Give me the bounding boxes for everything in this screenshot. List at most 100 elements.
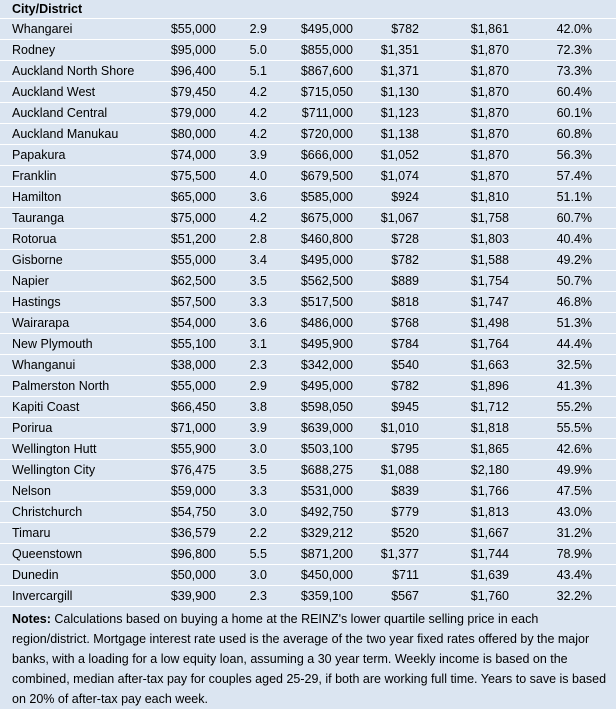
income-cell: $55,000 [160,375,218,397]
table-row: New Plymouth $55,100 3.1 $495,900 $784 $1,764… [0,333,616,355]
multiple-cell: 4.2 [218,123,269,145]
weekly-cost-cell: $782 [355,18,425,40]
price-cell: $715,050 [269,81,355,103]
income-cell: $39,900 [160,585,218,606]
weekly-pay-cell: $1,663 [425,354,515,376]
income-cell: $96,800 [160,543,218,565]
city-name-cell: Tauranga [0,207,160,229]
price-cell: $666,000 [269,144,355,166]
income-cell: $96,400 [160,60,218,82]
multiple-cell: 3.9 [218,144,269,166]
multiple-cell: 3.0 [218,564,269,586]
weekly-pay-cell: $1,588 [425,249,515,271]
percent-cell: 51.3% [515,312,616,334]
weekly-cost-cell: $779 [355,501,425,523]
notes-block: Notes: Calculations based on buying a ho… [0,606,616,709]
city-name-cell: Auckland West [0,81,160,103]
weekly-cost-cell: $1,138 [355,123,425,145]
weekly-cost-cell: $1,123 [355,102,425,124]
city-name-cell: Hastings [0,291,160,313]
table-row: Invercargill $39,900 2.3 $359,100 $567 $1,760… [0,585,616,606]
percent-cell: 42.0% [515,18,616,40]
table-row: Kapiti Coast $66,450 3.8 $598,050 $945 $1,712… [0,396,616,418]
percent-cell: 55.5% [515,417,616,439]
income-cell: $76,475 [160,459,218,481]
multiple-cell: 4.2 [218,81,269,103]
weekly-pay-cell: $1,818 [425,417,515,439]
table-row: Porirua $71,000 3.9 $639,000 $1,010 $1,818 55.… [0,417,616,439]
multiple-cell: 3.0 [218,501,269,523]
weekly-pay-cell: $1,870 [425,165,515,187]
income-cell: $38,000 [160,354,218,376]
city-name-cell: Franklin [0,165,160,187]
income-cell: $54,750 [160,501,218,523]
weekly-pay-cell: $1,754 [425,270,515,292]
weekly-pay-cell: $1,861 [425,18,515,40]
multiple-cell: 2.9 [218,375,269,397]
percent-cell: 31.2% [515,522,616,544]
multiple-cell: 2.2 [218,522,269,544]
table-row: Auckland North Shore $96,400 5.1 $867,600 $1… [0,60,616,82]
weekly-pay-cell: $1,813 [425,501,515,523]
table-row: Christchurch $54,750 3.0 $492,750 $779 $1,813… [0,501,616,523]
table-row: Franklin $75,500 4.0 $679,500 $1,074 $1,870 57… [0,165,616,187]
weekly-pay-cell: $1,870 [425,102,515,124]
weekly-pay-cell: $1,639 [425,564,515,586]
table-row: Auckland West $79,450 4.2 $715,050 $1,130 $1,… [0,81,616,103]
percent-cell: 73.3% [515,60,616,82]
table-row: Auckland Central $79,000 4.2 $711,000 $1,123… [0,102,616,124]
weekly-pay-cell: $1,758 [425,207,515,229]
income-cell: $71,000 [160,417,218,439]
weekly-pay-cell: $2,180 [425,459,515,481]
multiple-cell: 3.0 [218,438,269,460]
multiple-cell: 4.0 [218,165,269,187]
percent-cell: 43.4% [515,564,616,586]
income-cell: $75,000 [160,207,218,229]
table-row: Nelson $59,000 3.3 $531,000 $839 $1,766 47.5% [0,480,616,502]
income-cell: $74,000 [160,144,218,166]
city-name-cell: Hamilton [0,186,160,208]
price-cell: $720,000 [269,123,355,145]
city-name-cell: Rodney [0,39,160,61]
city-name-cell: Rotorua [0,228,160,250]
table-row: Wellington City $76,475 3.5 $688,275 $1,088 $… [0,459,616,481]
price-cell: $639,000 [269,417,355,439]
table-row: Dunedin $50,000 3.0 $450,000 $711 $1,639 43.4% [0,564,616,586]
price-cell: $675,000 [269,207,355,229]
price-cell: $492,750 [269,501,355,523]
city-name-cell: Wellington City [0,459,160,481]
weekly-pay-cell: $1,744 [425,543,515,565]
weekly-cost-cell: $768 [355,312,425,334]
price-cell: $450,000 [269,564,355,586]
percent-cell: 47.5% [515,480,616,502]
price-cell: $486,000 [269,312,355,334]
income-cell: $54,000 [160,312,218,334]
income-cell: $55,900 [160,438,218,460]
weekly-cost-cell: $1,067 [355,207,425,229]
income-cell: $79,000 [160,102,218,124]
table-row: Whangarei $55,000 2.9 $495,000 $782 $1,861 42.… [0,18,616,40]
price-cell: $867,600 [269,60,355,82]
city-name-cell: Auckland Central [0,102,160,124]
income-cell: $57,500 [160,291,218,313]
weekly-cost-cell: $784 [355,333,425,355]
income-cell: $50,000 [160,564,218,586]
income-cell: $55,000 [160,249,218,271]
multiple-cell: 4.2 [218,207,269,229]
weekly-pay-cell: $1,896 [425,375,515,397]
multiple-cell: 3.8 [218,396,269,418]
table-row: Auckland Manukau $80,000 4.2 $720,000 $1,138… [0,123,616,145]
weekly-pay-cell: $1,747 [425,291,515,313]
multiple-cell: 5.0 [218,39,269,61]
multiple-cell: 3.4 [218,249,269,271]
column-header-city-district: City/District [12,2,83,16]
price-cell: $679,500 [269,165,355,187]
city-name-cell: Christchurch [0,501,160,523]
weekly-pay-cell: $1,870 [425,39,515,61]
multiple-cell: 3.5 [218,270,269,292]
income-cell: $66,450 [160,396,218,418]
percent-cell: 50.7% [515,270,616,292]
income-cell: $51,200 [160,228,218,250]
table-row: Queenstown $96,800 5.5 $871,200 $1,377 $1,744… [0,543,616,565]
